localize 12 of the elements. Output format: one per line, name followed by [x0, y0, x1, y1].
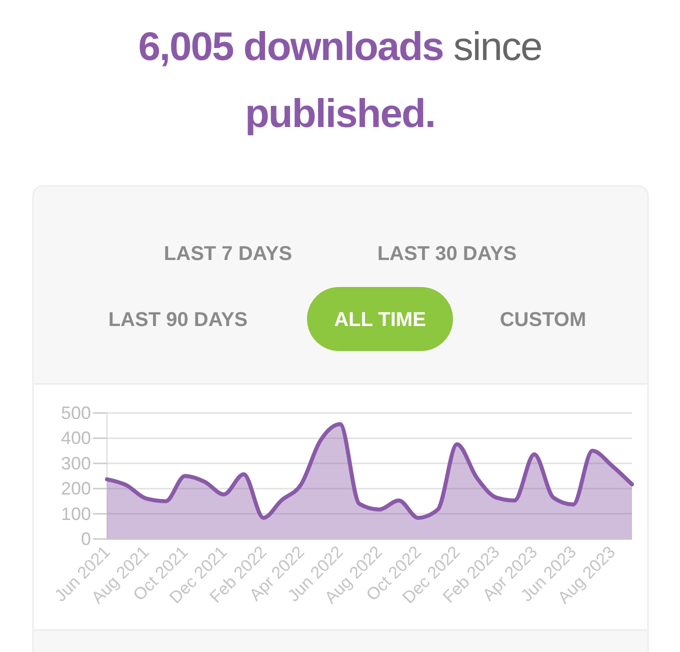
y-tick-label: 0: [80, 529, 91, 549]
text: CUSTOM: [500, 309, 586, 331]
text: ALL TIME: [334, 309, 426, 331]
y-tick-label: 300: [60, 453, 91, 474]
y-tick-label: 500: [60, 403, 91, 423]
y-tick-label: 200: [60, 478, 91, 499]
y-tick-label: 400: [60, 428, 91, 448]
text: LAST 90 DAYS: [108, 309, 248, 331]
y-tick-label: 100: [60, 504, 91, 524]
text: LAST 7 DAYS: [164, 243, 292, 265]
chart-title: 6,005 downloads since published.: [138, 25, 542, 136]
text: LAST 30 DAYS: [377, 243, 517, 265]
